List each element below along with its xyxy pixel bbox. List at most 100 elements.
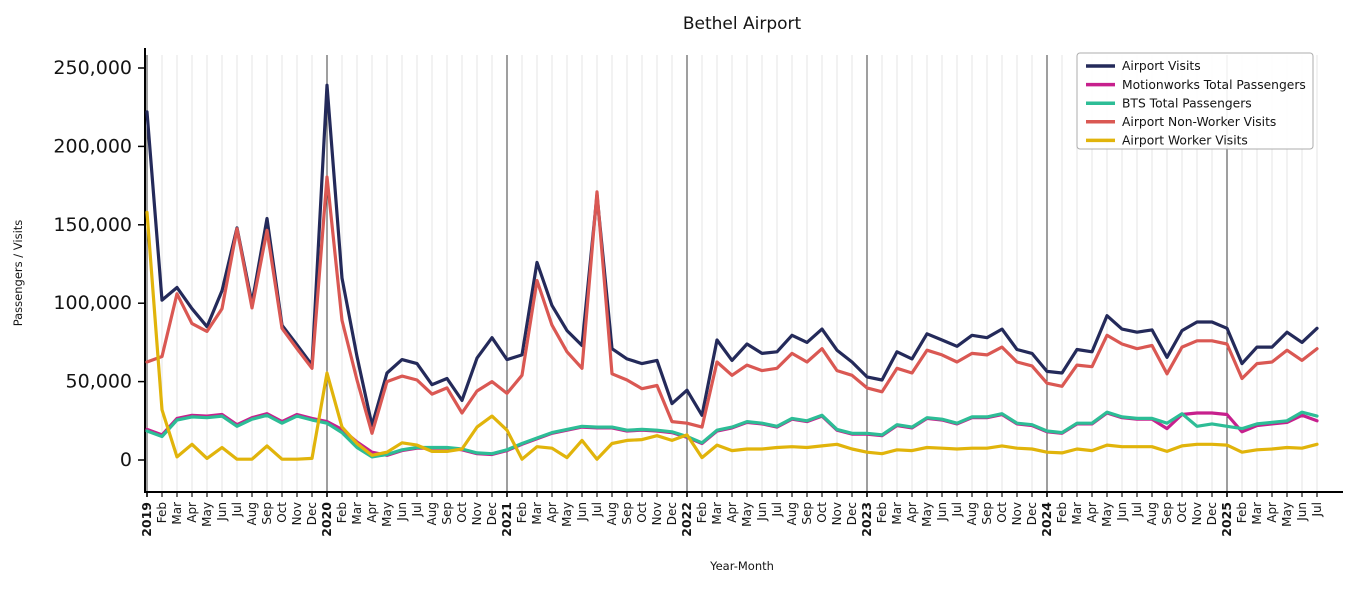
x-tick-label-month: Nov: [830, 502, 844, 525]
x-tick-label-month: Sep: [1160, 502, 1174, 525]
x-tick-label-month: Feb: [695, 502, 709, 523]
x-tick-label-month: Mar: [1250, 502, 1264, 525]
x-tick-label-month: Sep: [620, 502, 634, 525]
x-tick-label-month: Feb: [1235, 502, 1249, 523]
x-tick-label-month: May: [920, 502, 934, 527]
x-tick-label-month: Jun: [935, 502, 949, 522]
legend-label-1: Airport Visits: [1122, 59, 1201, 73]
x-tick-label-month: Sep: [260, 502, 274, 525]
x-tick-label-month: Nov: [650, 502, 664, 525]
x-tick-label-month: Mar: [170, 502, 184, 525]
legend-box: [1076, 52, 1314, 150]
x-tick-label-month: Aug: [965, 502, 979, 525]
y-tick-label: 200,000: [53, 135, 132, 157]
x-tick-label-month: Dec: [845, 502, 859, 525]
legend-label-3: BTS Total Passengers: [1122, 96, 1252, 110]
x-tick-label-month: Sep: [980, 502, 994, 525]
x-tick-label-month: Dec: [665, 502, 679, 525]
x-tick-label-month: Oct: [815, 502, 829, 523]
x-tick-label-month: May: [1280, 502, 1294, 527]
x-tick-label-month: Aug: [425, 502, 439, 525]
y-tick-label: 0: [120, 449, 132, 471]
x-tick-label-month: Oct: [1175, 502, 1189, 523]
series-line-airport-visits: [145, 83, 1319, 428]
x-tick-label-month: Jul: [770, 502, 784, 517]
x-tick-label-month: Aug: [245, 502, 259, 525]
x-tick-label-month: Jun: [575, 502, 589, 522]
x-tick-label-month: Jun: [395, 502, 409, 522]
x-tick-label-month: Apr: [905, 502, 919, 523]
x-tick-label-month: Jul: [410, 502, 424, 517]
gridlines: [146, 55, 1318, 492]
y-tick-label: 100,000: [53, 292, 132, 314]
x-tick-label-year: 2024: [1039, 502, 1054, 537]
series-line-airport-non-worker-visits: [145, 175, 1319, 435]
x-tick-label-month: Jun: [215, 502, 229, 522]
y-tick-label: 250,000: [53, 57, 132, 79]
legend-label-2: Motionworks Total Passengers: [1122, 78, 1306, 92]
x-tick-label-month: Aug: [785, 502, 799, 525]
x-tick-label-year: 2019: [139, 502, 154, 537]
x-tick-label-month: Jul: [1130, 502, 1144, 517]
x-tick-label-month: Jun: [1295, 502, 1309, 522]
x-tick-label-month: Apr: [185, 502, 199, 523]
legend-label-5: Airport Worker Visits: [1122, 134, 1248, 148]
x-tick-label-year: 2025: [1219, 502, 1234, 537]
x-tick-label-month: Feb: [155, 502, 169, 523]
x-tick-label-month: Feb: [515, 502, 529, 523]
x-tick-label-month: Oct: [455, 502, 469, 523]
x-tick-label-month: Jul: [950, 502, 964, 517]
x-tick-label-month: Apr: [1085, 502, 1099, 523]
x-tick-label-year: 2021: [499, 502, 514, 537]
x-tick-label-month: May: [380, 502, 394, 527]
x-tick-label-month: Dec: [485, 502, 499, 525]
series-line-airport-worker-visits: [145, 210, 1319, 461]
x-tick-label-month: Dec: [1025, 502, 1039, 525]
x-tick-label-month: Oct: [995, 502, 1009, 523]
series-lines: [145, 83, 1319, 461]
x-tick-label-month: Nov: [290, 502, 304, 525]
x-tick-label-year: 2023: [859, 502, 874, 537]
x-tick-label-month: Nov: [470, 502, 484, 525]
chart-title: Bethel Airport: [683, 14, 802, 34]
x-tick-label-month: Oct: [275, 502, 289, 523]
x-tick-label-month: Apr: [1265, 502, 1279, 523]
x-tick-label-month: Jun: [755, 502, 769, 522]
x-tick-label-month: May: [740, 502, 754, 527]
x-tick-label-month: Feb: [335, 502, 349, 523]
x-tick-label-month: Oct: [635, 502, 649, 523]
x-tick-label-month: May: [200, 502, 214, 527]
x-tick-label-month: Apr: [545, 502, 559, 523]
x-tick-label-month: Dec: [1205, 502, 1219, 525]
legend-label-4: Airport Non-Worker Visits: [1122, 115, 1276, 129]
x-tick-label-month: Sep: [800, 502, 814, 525]
x-tick-label-month: May: [1100, 502, 1114, 527]
x-tick-label-year: 2022: [679, 502, 694, 537]
x-tick-label-month: Aug: [605, 502, 619, 525]
legend: Airport Visits Motionworks Total Passenge…: [1076, 52, 1314, 150]
x-tick-label-month: Jul: [590, 502, 604, 517]
x-tick-label-month: Nov: [1010, 502, 1024, 525]
x-tick-label-month: Feb: [1055, 502, 1069, 523]
series-line-bts-total-passengers: [145, 410, 1319, 459]
x-tick-label-month: Mar: [530, 502, 544, 525]
x-tick-label-month: Apr: [725, 502, 739, 523]
x-tick-label-month: Jul: [230, 502, 244, 517]
y-tick-label: 150,000: [53, 214, 132, 236]
x-tick-label-month: Sep: [440, 502, 454, 525]
x-axis-label: Year-Month: [709, 559, 774, 573]
x-tick-label-month: Aug: [1145, 502, 1159, 525]
x-tick-label-month: Mar: [710, 502, 724, 525]
x-tick-label-month: Apr: [365, 502, 379, 523]
x-tick-label-month: Jul: [1310, 502, 1324, 517]
x-tick-label-month: May: [560, 502, 574, 527]
y-tick-label: 50,000: [66, 371, 132, 393]
x-tick-label-month: Mar: [890, 502, 904, 525]
y-axis-label: Passengers / Visits: [11, 220, 25, 327]
x-tick-label-year: 2020: [319, 502, 334, 537]
x-tick-label-month: Mar: [350, 502, 364, 525]
x-tick-label-month: Jun: [1115, 502, 1129, 522]
